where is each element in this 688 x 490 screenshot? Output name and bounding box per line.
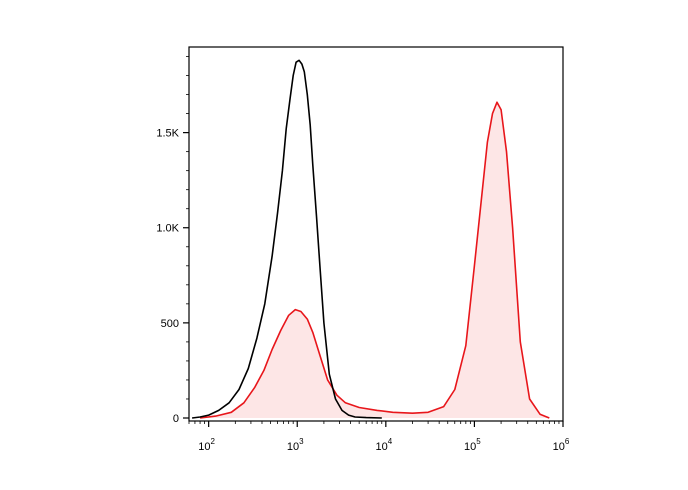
y-tick-label: 1.5K [156, 128, 179, 140]
series-1-area [200, 102, 550, 418]
y-tick-label: 0 [173, 413, 179, 425]
x-tick-label: 104 [375, 437, 392, 453]
series-layer [192, 59, 550, 419]
x-tick-label: 102 [198, 437, 215, 453]
series-1-line [200, 101, 550, 419]
axes-layer: 0 500 1.0K 1.5K 102 103 104 105 106 [156, 56, 570, 453]
series-0-line [192, 59, 382, 419]
y-tick-label: 500 [161, 318, 179, 330]
x-tick-label: 105 [464, 437, 481, 453]
y-tick-label: 1.0K [156, 223, 179, 235]
x-tick-label: 106 [553, 437, 570, 453]
plot-frame [188, 46, 564, 422]
x-tick-label: 103 [287, 437, 304, 453]
